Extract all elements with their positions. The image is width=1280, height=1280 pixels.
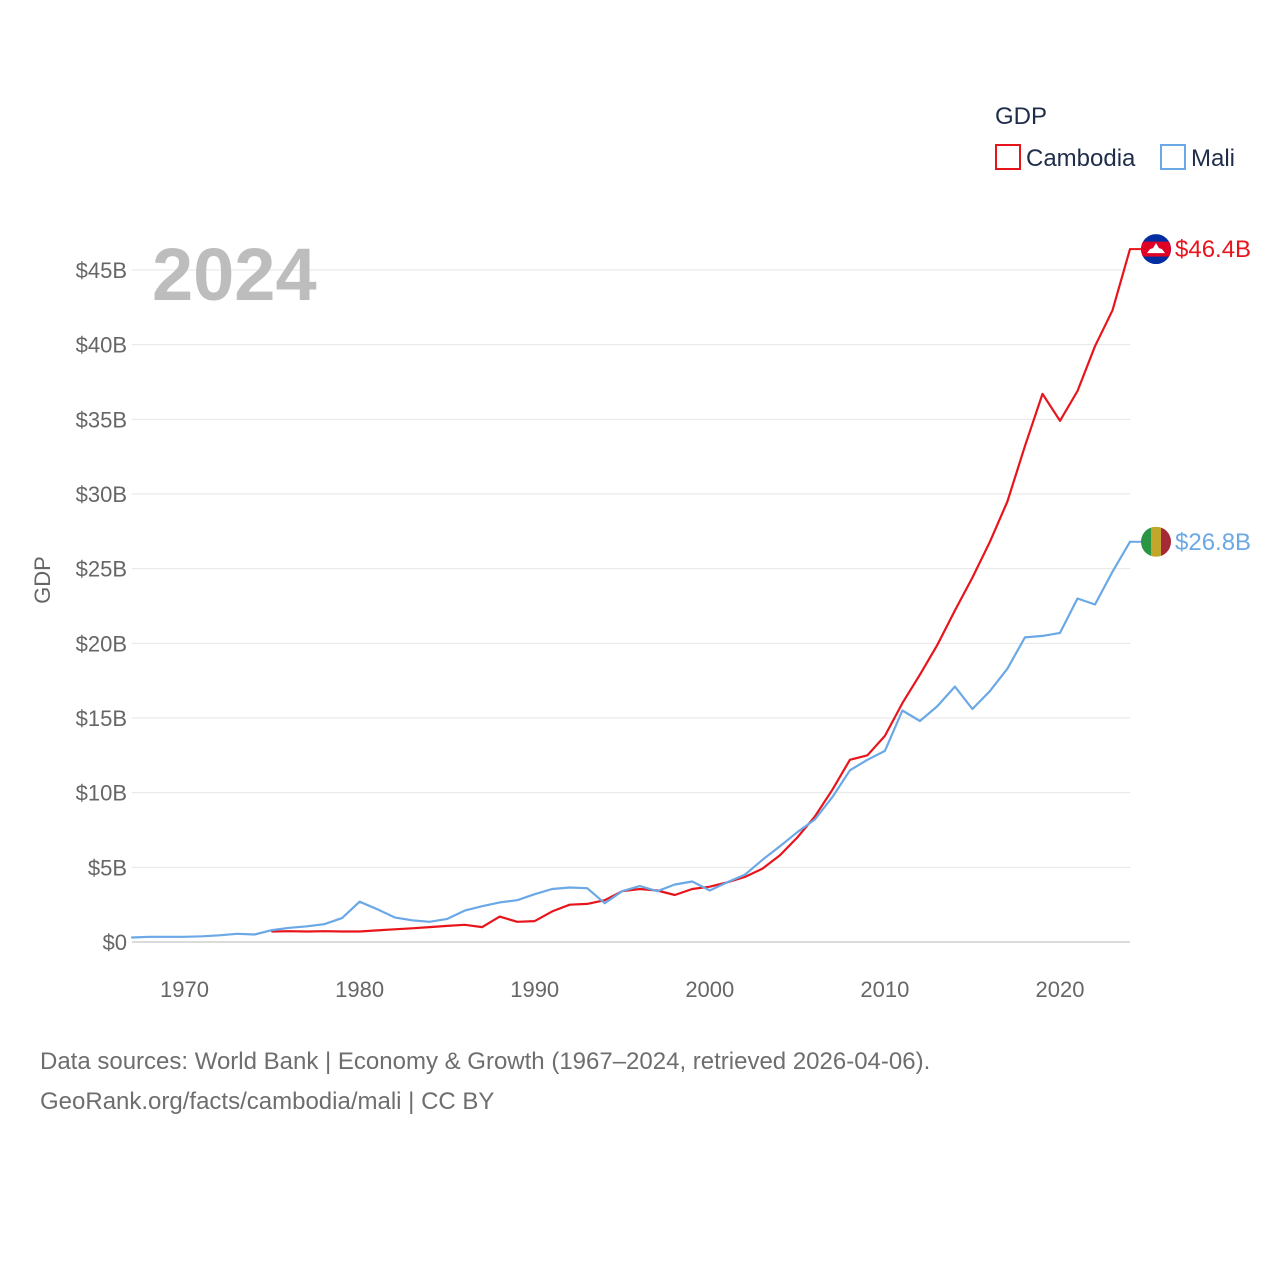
y-axis-ticks: $0 $5B $10B $15B $20B $25B $30B $35B $40B $45B (76, 258, 127, 955)
mali-flag-icon (1141, 526, 1171, 557)
x-tick-label: 1970 (160, 977, 209, 1002)
y-tick-label: $5B (88, 855, 127, 880)
legend-item-cambodia[interactable]: Cambodia (995, 144, 1136, 172)
x-tick-label: 2010 (860, 977, 909, 1002)
year-label: 2024 (152, 233, 317, 316)
series-end-markers: $46.4B $26.8B (1130, 234, 1251, 557)
footer-url-line[interactable]: GeoRank.org/facts/cambodia/mali | CC BY (40, 1088, 495, 1115)
legend-label-cambodia: Cambodia (1026, 145, 1136, 172)
legend-swatch-mali (1160, 144, 1186, 170)
legend[interactable]: GDP Cambodia Mali (995, 103, 1235, 172)
y-tick-label: $25B (76, 557, 127, 582)
legend-label-mali: Mali (1191, 145, 1235, 172)
legend-title: GDP (995, 103, 1047, 130)
y-tick-label: $30B (76, 482, 127, 507)
footer-source-line: Data sources: World Bank | Economy & Gro… (40, 1048, 931, 1075)
x-axis-ticks: 1970 1980 1990 2000 2010 2020 (160, 977, 1084, 1002)
x-tick-label: 2020 (1035, 977, 1084, 1002)
legend-swatch-cambodia (995, 144, 1021, 170)
y-tick-label: $15B (76, 706, 127, 731)
series-end-label-cambodia: $46.4B (1175, 236, 1251, 263)
y-tick-label: $45B (76, 258, 127, 283)
y-tick-label: $40B (76, 333, 127, 358)
y-tick-label: $0 (103, 930, 127, 955)
x-tick-label: 1980 (335, 977, 384, 1002)
y-tick-label: $20B (76, 631, 127, 656)
footer-sources: Data sources: World Bank | Economy & Gro… (40, 1042, 930, 1122)
y-tick-label: $10B (76, 781, 127, 806)
x-tick-label: 2000 (685, 977, 734, 1002)
y-tick-label: $35B (76, 407, 127, 432)
series-lines (130, 248, 1132, 939)
series-line-cambodia (271, 248, 1132, 933)
series-end-label-mali: $26.8B (1175, 529, 1251, 556)
y-axis-title: GDP (30, 556, 55, 604)
series-line-mali (130, 540, 1132, 939)
gdp-line-chart: $0 $5B $10B $15B $20B $25B $30B $35B $40B $45B 19… (30, 103, 1251, 1002)
x-tick-label: 1990 (510, 977, 559, 1002)
cambodia-flag-icon (1141, 234, 1171, 265)
legend-item-mali[interactable]: Mali (1160, 144, 1235, 172)
gridlines (132, 269, 1130, 943)
